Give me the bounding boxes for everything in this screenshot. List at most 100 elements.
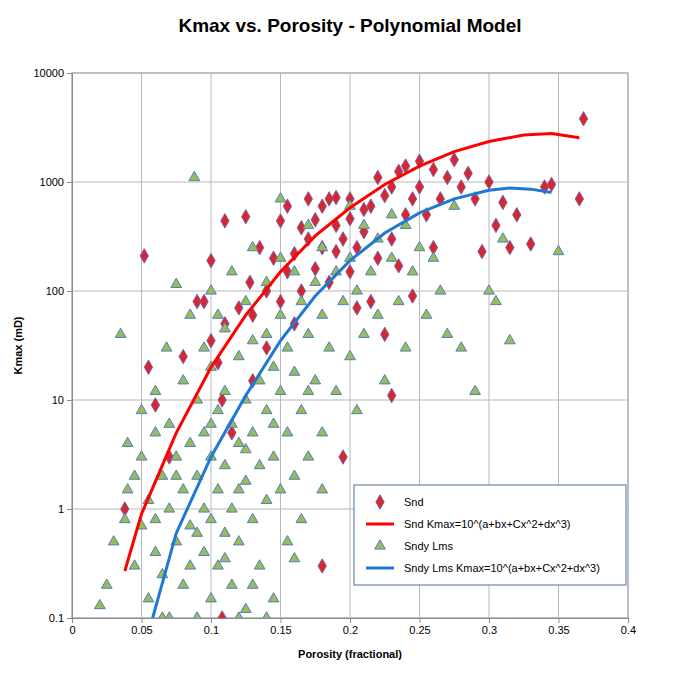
chart-svg: 00.050.10.150.20.250.30.350.40.111010010… (0, 0, 700, 700)
y-tick: 1 (58, 503, 72, 515)
scatter-point (189, 171, 200, 180)
x-axis-line (73, 619, 629, 624)
scatter-point (499, 195, 507, 209)
scatter-point (276, 294, 284, 308)
scatter-point (346, 265, 354, 279)
y-tick-label: 100 (46, 285, 64, 297)
y-tick-mark (67, 291, 72, 292)
scatter-point (213, 309, 224, 318)
scatter-point (407, 266, 418, 275)
scatter-point (268, 593, 279, 602)
scatter-point (240, 475, 251, 484)
scatter-point (150, 385, 161, 394)
y-tick: 10 (52, 394, 72, 406)
scatter-point (150, 427, 161, 436)
scatter-point (289, 470, 300, 479)
scatter-point (324, 342, 335, 351)
scatter-point (164, 418, 175, 427)
scatter-point (513, 208, 521, 222)
scatter-point (296, 513, 307, 522)
y-tick-mark (67, 400, 72, 401)
scatter-point (247, 427, 258, 436)
scatter-point (206, 593, 217, 602)
scatter-point (246, 275, 254, 289)
x-axis: 00.050.10.150.20.250.30.350.4 (69, 618, 636, 636)
y-tick-mark (67, 509, 72, 510)
scatter-point (199, 342, 210, 351)
scatter-point (379, 375, 390, 384)
scatter-point (101, 579, 112, 588)
scatter-point (129, 560, 140, 569)
scatter-point (317, 241, 328, 250)
x-grid-line (350, 73, 351, 618)
scatter-point (221, 214, 229, 228)
scatter-point (150, 513, 161, 522)
x-tick-mark (350, 618, 351, 623)
scatter-point (374, 251, 382, 265)
x-tick: 0.3 (482, 618, 497, 636)
y-tick-label: 0.1 (49, 612, 64, 624)
scatter-point (220, 527, 231, 536)
scatter-point (122, 437, 133, 446)
legend-label: Snd (404, 496, 424, 508)
scatter-point (192, 527, 203, 536)
scatter-point (276, 214, 284, 228)
scatter-point (400, 342, 411, 351)
x-tick-mark (628, 618, 629, 623)
scatter-point (310, 276, 321, 285)
scatter-point (464, 166, 472, 180)
scatter-point (179, 349, 187, 363)
scatter-point (428, 252, 439, 261)
y-tick-label: 10000 (33, 67, 64, 79)
x-tick: 0.25 (409, 618, 430, 636)
scatter-point (185, 520, 196, 529)
scatter-point (367, 294, 375, 308)
scatter-point (498, 233, 509, 242)
scatter-point (303, 328, 314, 337)
scatter-point (310, 375, 321, 384)
scatter-point (129, 470, 140, 479)
scatter-point (226, 579, 237, 588)
scatter-point (289, 266, 300, 275)
scatter-point (247, 334, 258, 343)
scatter-point (415, 180, 423, 194)
plot-frame (72, 73, 628, 618)
scatter-point (233, 612, 244, 618)
scatter-point (233, 484, 244, 493)
x-grid-line (280, 73, 281, 618)
scatter-point (164, 503, 175, 512)
scatter-point (317, 484, 328, 493)
scatter-point (386, 252, 397, 261)
x-tick-label: 0 (69, 624, 75, 636)
legend-line (366, 523, 394, 526)
scatter-point (435, 285, 446, 294)
scatter-point (171, 470, 182, 479)
scatter-point (360, 202, 368, 216)
scatter-point (233, 437, 244, 446)
scatter-point (207, 333, 215, 347)
scatter-point (414, 241, 425, 250)
x-tick-label: 0.3 (482, 624, 497, 636)
scatter-point (553, 245, 564, 254)
scatter-point (484, 285, 495, 294)
x-tick: 0.35 (548, 618, 569, 636)
scatter-point (282, 536, 293, 545)
y-axis-title: Kmax (mD) (12, 316, 24, 374)
scatter-point (491, 295, 502, 304)
y-tick: 1000 (40, 176, 72, 188)
scatter-point (233, 536, 244, 545)
scatter-point (289, 552, 300, 561)
scatter-point (218, 611, 226, 618)
scatter-point (151, 398, 159, 412)
scatter-point (136, 451, 147, 460)
scatter-point (367, 199, 375, 213)
chart-container: 00.050.10.150.20.250.30.350.40.111010010… (0, 0, 700, 700)
scatter-point (240, 443, 251, 452)
scatter-point (254, 560, 265, 569)
scatter-point (381, 327, 389, 341)
scatter-point (275, 193, 286, 202)
x-tick: 0.2 (343, 618, 358, 636)
scatter-point (171, 451, 182, 460)
y-tick-mark (67, 182, 72, 183)
scatter-point (144, 360, 152, 374)
